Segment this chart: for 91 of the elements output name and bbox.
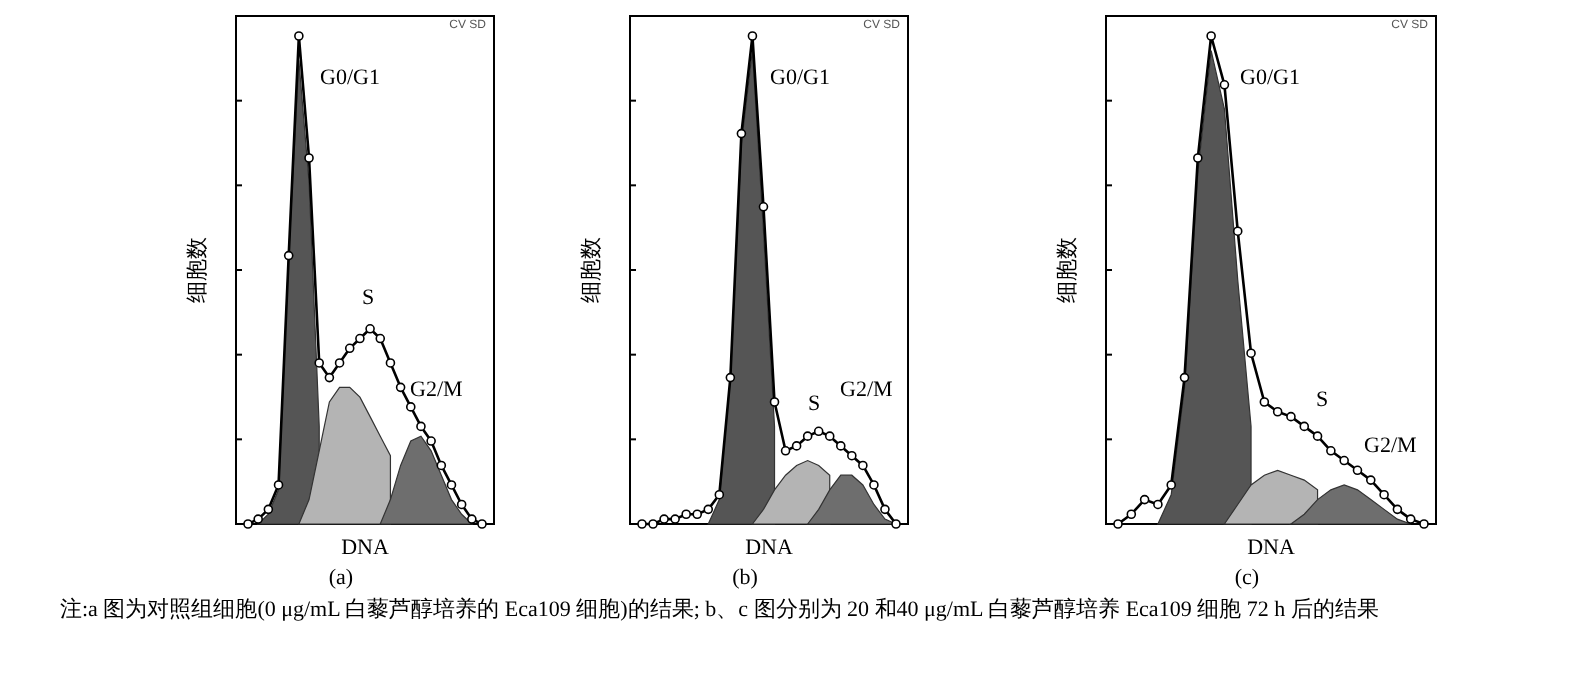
point <box>869 480 879 490</box>
point <box>736 128 747 139</box>
point <box>477 519 487 529</box>
point <box>467 514 477 524</box>
point <box>416 421 426 432</box>
x-axis-title: DNA <box>745 536 793 560</box>
point <box>1339 455 1349 466</box>
x-axis-title: DNA <box>1247 536 1295 560</box>
point <box>1379 489 1389 500</box>
point <box>436 460 447 471</box>
y-axis-title: 细胞数 <box>1056 237 1080 303</box>
point <box>1326 446 1336 456</box>
point <box>1193 153 1203 163</box>
point <box>1166 480 1177 490</box>
point <box>813 426 824 437</box>
annotation: G0/G1 <box>1240 66 1300 90</box>
point <box>355 333 365 344</box>
point <box>1299 421 1310 432</box>
y-axis-title: 细胞数 <box>580 237 604 303</box>
point <box>692 509 703 520</box>
point <box>824 431 835 441</box>
x-axis-title: DNA <box>341 536 389 560</box>
point <box>1126 509 1137 520</box>
annotation: G2/M <box>1364 434 1417 458</box>
point <box>395 382 406 393</box>
annotation: G0/G1 <box>770 66 830 90</box>
point <box>1312 431 1323 441</box>
point <box>365 324 375 334</box>
annotation: G2/M <box>410 378 463 402</box>
point <box>456 499 467 510</box>
point <box>1259 397 1270 407</box>
point <box>1392 504 1403 515</box>
point <box>1419 519 1429 529</box>
point <box>780 446 791 456</box>
y-axis-title: 细胞数 <box>186 237 210 303</box>
point <box>1206 31 1216 41</box>
point <box>791 441 802 451</box>
text: (c) <box>1234 566 1260 590</box>
point <box>1232 226 1243 236</box>
point <box>835 441 846 451</box>
annotation: S <box>1316 388 1329 412</box>
point <box>273 480 284 490</box>
point <box>314 358 325 368</box>
point <box>253 514 263 524</box>
point <box>324 372 335 383</box>
point <box>334 358 345 368</box>
point <box>847 450 857 461</box>
point <box>1272 406 1283 417</box>
point <box>344 343 355 354</box>
point <box>1179 372 1190 383</box>
point <box>802 431 813 441</box>
point <box>637 519 647 529</box>
text: (a) <box>328 566 354 590</box>
point <box>375 333 386 344</box>
point <box>880 504 890 515</box>
point <box>1352 465 1363 476</box>
text: 注:a 图为对照组细胞(0 μg/mL 白藜芦醇培养的 Eca109 细胞)的结果; b、c 图分别为 20 和40 μg/mL 白藜芦醇培养 Eca109 细胞 72 h 后的结果 <box>60 595 1381 626</box>
point <box>714 489 725 500</box>
point <box>769 397 780 407</box>
point <box>891 519 901 529</box>
point <box>1113 519 1123 529</box>
point <box>405 402 416 412</box>
point <box>385 358 396 368</box>
point <box>648 519 658 529</box>
point <box>681 509 691 520</box>
point <box>758 202 769 212</box>
point <box>426 436 436 446</box>
point <box>446 480 457 490</box>
point <box>1139 494 1150 505</box>
point <box>703 504 714 515</box>
point <box>283 250 294 261</box>
point <box>659 514 669 524</box>
point <box>1365 475 1376 485</box>
point <box>294 31 304 41</box>
annotation: S <box>362 286 375 310</box>
annotation: S <box>808 392 821 416</box>
annotation: G2/M <box>840 378 893 402</box>
annotation: G0/G1 <box>320 66 380 90</box>
point <box>304 153 314 163</box>
point <box>1246 348 1256 358</box>
point <box>1219 80 1230 90</box>
point <box>1405 514 1416 524</box>
point <box>747 31 758 41</box>
point <box>1286 411 1296 422</box>
point <box>670 514 680 524</box>
text: (b) <box>732 566 759 590</box>
point <box>243 519 253 529</box>
point <box>1153 499 1163 510</box>
point <box>725 372 736 383</box>
point <box>858 460 868 471</box>
point <box>263 504 274 515</box>
